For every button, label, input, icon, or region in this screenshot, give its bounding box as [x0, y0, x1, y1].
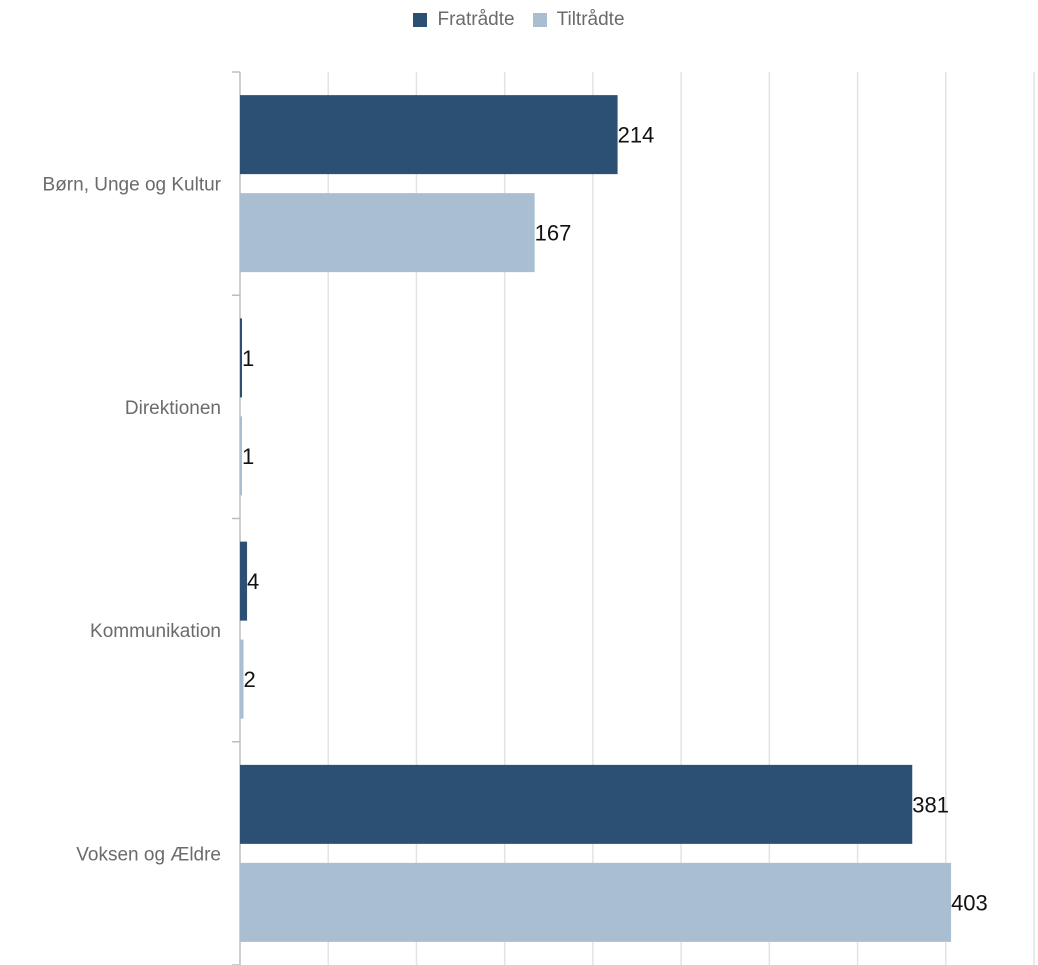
bar	[240, 95, 618, 175]
bar	[240, 764, 913, 844]
legend-item-tiltraadte: Tiltrådte	[532, 9, 625, 31]
category-label: Kommunikation	[90, 621, 221, 642]
category-label: Direktionen	[125, 398, 221, 419]
data-label: 403	[951, 890, 988, 915]
legend-label-tiltraadte: Tiltrådte	[556, 9, 625, 30]
data-label: 4	[247, 569, 259, 594]
data-label: 2	[244, 667, 256, 692]
data-label: 381	[912, 792, 949, 817]
legend-swatch-fratraadte	[413, 13, 428, 27]
bar	[240, 862, 952, 942]
chart-legend: Fratrådte Tiltrådte	[0, 8, 1038, 32]
legend-swatch-tiltraadte	[532, 13, 547, 27]
bar	[240, 639, 244, 719]
data-label: 214	[618, 123, 655, 148]
bar	[240, 541, 248, 621]
category-label: Børn, Unge og Kultur	[43, 175, 222, 196]
bar	[240, 318, 242, 398]
data-label: 1	[242, 444, 254, 469]
bar	[240, 193, 535, 273]
data-label: 1	[242, 346, 254, 371]
legend-label-fratraadte: Fratrådte	[437, 9, 515, 30]
bar	[240, 416, 242, 496]
legend-item-fratraadte: Fratrådte	[413, 9, 515, 31]
category-label: Voksen og Ældre	[76, 844, 221, 865]
data-label: 167	[535, 221, 572, 246]
